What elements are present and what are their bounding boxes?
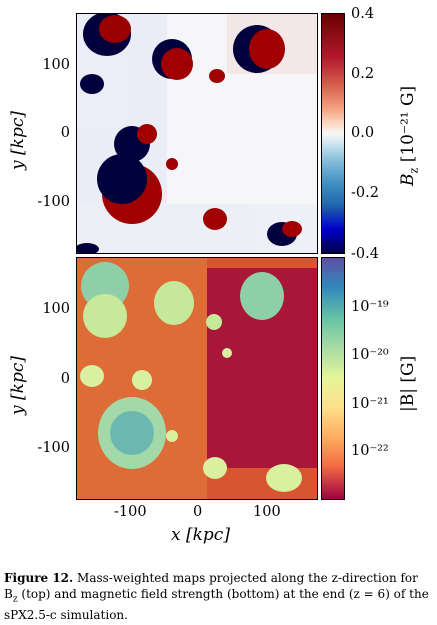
bz-colorbar bbox=[321, 13, 345, 254]
bmag-colorbar-tick: 10⁻²⁰ bbox=[351, 347, 389, 363]
bmag-xtick-label: 100 bbox=[253, 504, 281, 520]
figure-caption: Figure 12. Mass-weighted maps projected … bbox=[4, 571, 429, 623]
bmag-ylabel: y [kpc] bbox=[8, 356, 28, 415]
bz-colorbar-label: Bz [10⁻²¹ G] bbox=[398, 85, 421, 186]
bmag-colorbar-tick: 10⁻¹⁹ bbox=[351, 299, 389, 315]
bmag-xtick-label: 0 bbox=[193, 504, 203, 520]
bz-ytick-label: 0 bbox=[60, 125, 70, 141]
bz-ytick-label: -100 bbox=[37, 194, 70, 210]
bz-colorbar-tick: -0.4 bbox=[351, 246, 379, 262]
bz-ylabel: y [kpc] bbox=[8, 111, 28, 170]
bmag-ytick-label: 0 bbox=[60, 371, 70, 387]
caption-label: Figure 12. bbox=[4, 571, 74, 585]
bmag-xtick-label: -100 bbox=[114, 504, 147, 520]
bz-colorbar-tick: 0.2 bbox=[351, 66, 375, 82]
bz-colorbar-tick: -0.2 bbox=[351, 185, 379, 201]
bmag-ytick-label: 100 bbox=[42, 301, 70, 317]
bz-map-image bbox=[77, 14, 317, 253]
bz-map-panel bbox=[76, 13, 318, 254]
caption-text: Mass-weighted maps projected along the z… bbox=[4, 571, 418, 601]
bmag-colorbar-tick: 10⁻²² bbox=[351, 443, 389, 459]
bz-ytick-label: 100 bbox=[42, 57, 70, 73]
bmag-map-panel bbox=[76, 257, 318, 500]
bmag-xlabel: x [kpc] bbox=[171, 525, 230, 545]
bz-colorbar-tick: 0.0 bbox=[351, 125, 375, 141]
bmag-map-image bbox=[77, 258, 317, 499]
caption-text-2: (top) and magnetic field strength (botto… bbox=[4, 587, 429, 623]
bz-colorbar-tick: 0.4 bbox=[351, 6, 375, 22]
bmag-colorbar-label: |B| [G] bbox=[398, 355, 418, 412]
bmag-colorbar-tick: 10⁻²¹ bbox=[351, 396, 389, 412]
bmag-colorbar bbox=[321, 257, 345, 500]
bmag-ytick-label: -100 bbox=[37, 440, 70, 456]
